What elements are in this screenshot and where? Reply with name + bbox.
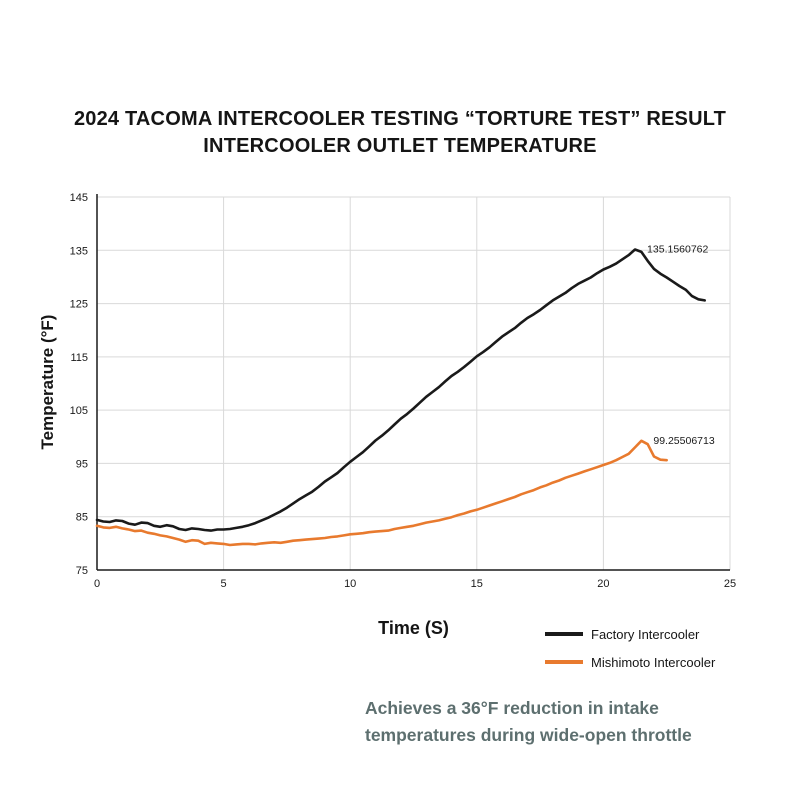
series-line-0 <box>95 248 706 532</box>
caption: Achieves a 36°F reduction in intake temp… <box>365 695 692 749</box>
x-tick-label: 25 <box>724 578 736 590</box>
x-tick-label: 10 <box>344 578 356 590</box>
legend-item-mishimoto: Mishimoto Intercooler <box>545 648 715 676</box>
mishimoto-line-swatch <box>545 660 583 664</box>
legend: Factory Intercooler Mishimoto Intercoole… <box>545 620 715 676</box>
chart-title: 2024 TACOMA INTERCOOLER TESTING “TORTURE… <box>0 106 800 160</box>
y-tick-label: 75 <box>76 565 88 577</box>
legend-item-factory: Factory Intercooler <box>545 620 715 648</box>
chart-title-line1: 2024 TACOMA INTERCOOLER TESTING “TORTURE… <box>73 108 727 130</box>
y-tick-label: 145 <box>70 192 88 204</box>
caption-line1: Achieves a 36°F reduction in intake <box>365 698 659 718</box>
legend-label-factory: Factory Intercooler <box>591 626 700 642</box>
y-tick-label: 115 <box>70 352 88 364</box>
x-tick-label: 0 <box>94 578 100 590</box>
peak-annotation-0: 135.1560762 <box>647 243 708 255</box>
x-tick-label: 5 <box>221 578 227 590</box>
peak-annotation-1: 99.25506713 <box>653 435 714 447</box>
caption-line2: temperatures during wide-open throttle <box>365 725 692 745</box>
y-axis-title: Temperature (°F) <box>38 314 57 450</box>
y-tick-label: 125 <box>70 299 88 311</box>
x-axis-title: Time (S) <box>378 618 449 638</box>
y-tick-label: 105 <box>70 405 88 417</box>
x-tick-label: 15 <box>471 578 483 590</box>
y-tick-label: 95 <box>76 458 88 470</box>
y-tick-label: 135 <box>70 245 88 257</box>
series-line-1 <box>95 439 668 547</box>
factory-line-swatch <box>545 632 583 636</box>
chart-title-line2: INTERCOOLER OUTLET TEMPERATURE <box>203 135 597 157</box>
x-tick-label: 20 <box>597 578 609 590</box>
y-tick-label: 85 <box>76 512 88 524</box>
legend-label-mishimoto: Mishimoto Intercooler <box>591 654 716 670</box>
